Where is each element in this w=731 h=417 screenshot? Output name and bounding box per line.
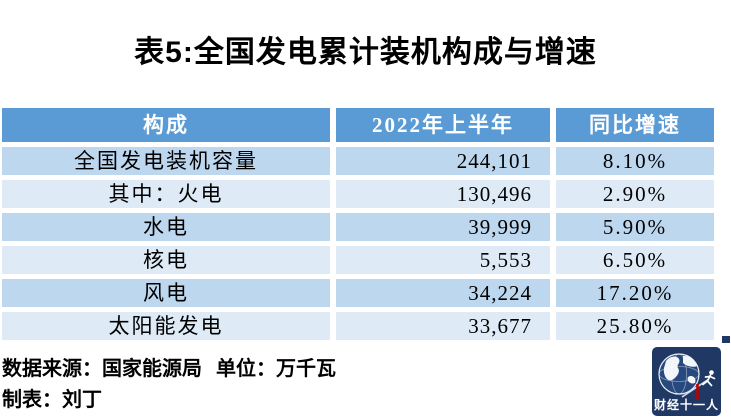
footer-source: 数据来源：国家能源局 bbox=[2, 358, 202, 380]
column-header-composition: 构成 bbox=[2, 108, 330, 142]
globe-icon bbox=[658, 353, 700, 395]
data-table: 构成 2022年上半年 同比增速 全国发电装机容量 244,101 8.10% … bbox=[2, 108, 714, 340]
row-growth: 5.90% bbox=[556, 213, 714, 241]
row-label: 风电 bbox=[2, 279, 330, 307]
row-growth: 6.50% bbox=[556, 246, 714, 274]
row-label: 其中：火电 bbox=[2, 180, 330, 208]
trend-line bbox=[681, 378, 710, 398]
row-value: 130,496 bbox=[336, 180, 550, 208]
column-header-growth: 同比增速 bbox=[556, 108, 714, 142]
row-value: 33,677 bbox=[336, 312, 550, 340]
corner-marker bbox=[722, 336, 730, 343]
runner-icon bbox=[702, 370, 716, 387]
row-value: 39,999 bbox=[336, 213, 550, 241]
logo-text: 财经十一人 bbox=[653, 398, 719, 412]
footer-line-source: 数据来源：国家能源局 单位：万千瓦 bbox=[2, 354, 336, 385]
column-header-period: 2022年上半年 bbox=[336, 108, 550, 142]
row-growth: 8.10% bbox=[556, 147, 714, 175]
row-label: 全国发电装机容量 bbox=[2, 147, 330, 175]
row-value: 244,101 bbox=[336, 147, 550, 175]
footer-author: 制表：刘丁 bbox=[2, 389, 102, 411]
footer-unit: 单位：万千瓦 bbox=[216, 358, 336, 380]
caijing-eleven-logo: 财经十一人 bbox=[652, 347, 721, 416]
page-title: 表5:全国发电累计装机构成与增速 bbox=[134, 36, 597, 69]
row-growth: 17.20% bbox=[556, 279, 714, 307]
logo-graphic bbox=[658, 353, 716, 399]
row-label: 太阳能发电 bbox=[2, 312, 330, 340]
row-value: 34,224 bbox=[336, 279, 550, 307]
table-footer: 数据来源：国家能源局 单位：万千瓦 制表：刘丁 bbox=[2, 354, 336, 416]
row-growth: 2.90% bbox=[556, 180, 714, 208]
row-value: 5,553 bbox=[336, 246, 550, 274]
row-label: 水电 bbox=[2, 213, 330, 241]
row-label: 核电 bbox=[2, 246, 330, 274]
row-growth: 25.80% bbox=[556, 312, 714, 340]
